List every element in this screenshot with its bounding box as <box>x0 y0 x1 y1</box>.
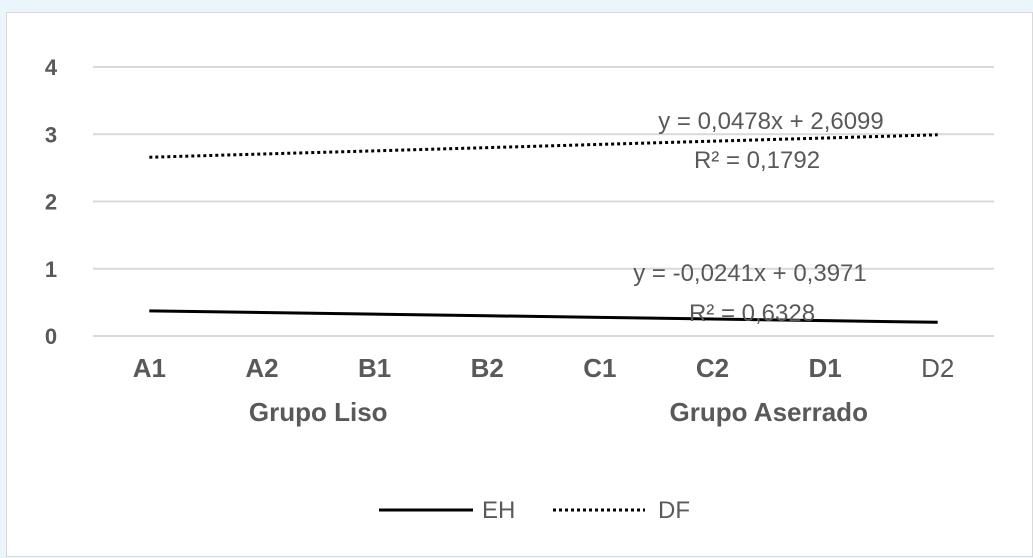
x-category-label: B1 <box>358 353 391 383</box>
x-category-label: C2 <box>696 353 729 383</box>
x-category-label: C1 <box>583 353 616 383</box>
x-category-label: A2 <box>245 353 278 383</box>
y-tick-label: 0 <box>45 324 57 349</box>
x-category-label: B2 <box>471 353 504 383</box>
legend-label-eh: EH <box>482 497 515 524</box>
x-category-label: A1 <box>133 353 166 383</box>
gridlines <box>93 66 994 337</box>
x-axis-categories: A1 A2 B1 B2 C1 C2 D1 D2 <box>133 353 955 383</box>
series-line-eh <box>149 309 938 324</box>
trendline-equation-eh: y = -0,0241x + 0,3971 <box>633 260 867 287</box>
x-category-label: D1 <box>808 353 841 383</box>
legend: EH DF <box>379 497 690 524</box>
y-tick-label: 2 <box>45 190 57 215</box>
trendline-r2-eh: R² = 0,6328 <box>689 300 815 327</box>
trendline-r2-df: R² = 0,1792 <box>694 147 820 174</box>
trendline-annotations: y = 0,0478x + 2,6099 R² = 0,1792 y = -0,02… <box>633 108 884 327</box>
legend-label-df: DF <box>658 497 690 524</box>
x-category-label: D2 <box>921 353 954 383</box>
y-tick-label: 1 <box>45 257 57 282</box>
y-tick-label: 4 <box>45 55 58 80</box>
series-lines <box>149 133 938 324</box>
y-axis-ticks: 0 1 2 3 4 <box>45 55 58 349</box>
trendline-equation-df: y = 0,0478x + 2,6099 <box>658 108 884 135</box>
x-group-label: Grupo Liso <box>249 397 388 427</box>
y-tick-label: 3 <box>45 122 57 147</box>
x-axis-groups: Grupo Liso Grupo Aserrado <box>249 397 868 427</box>
x-group-label: Grupo Aserrado <box>670 397 868 427</box>
